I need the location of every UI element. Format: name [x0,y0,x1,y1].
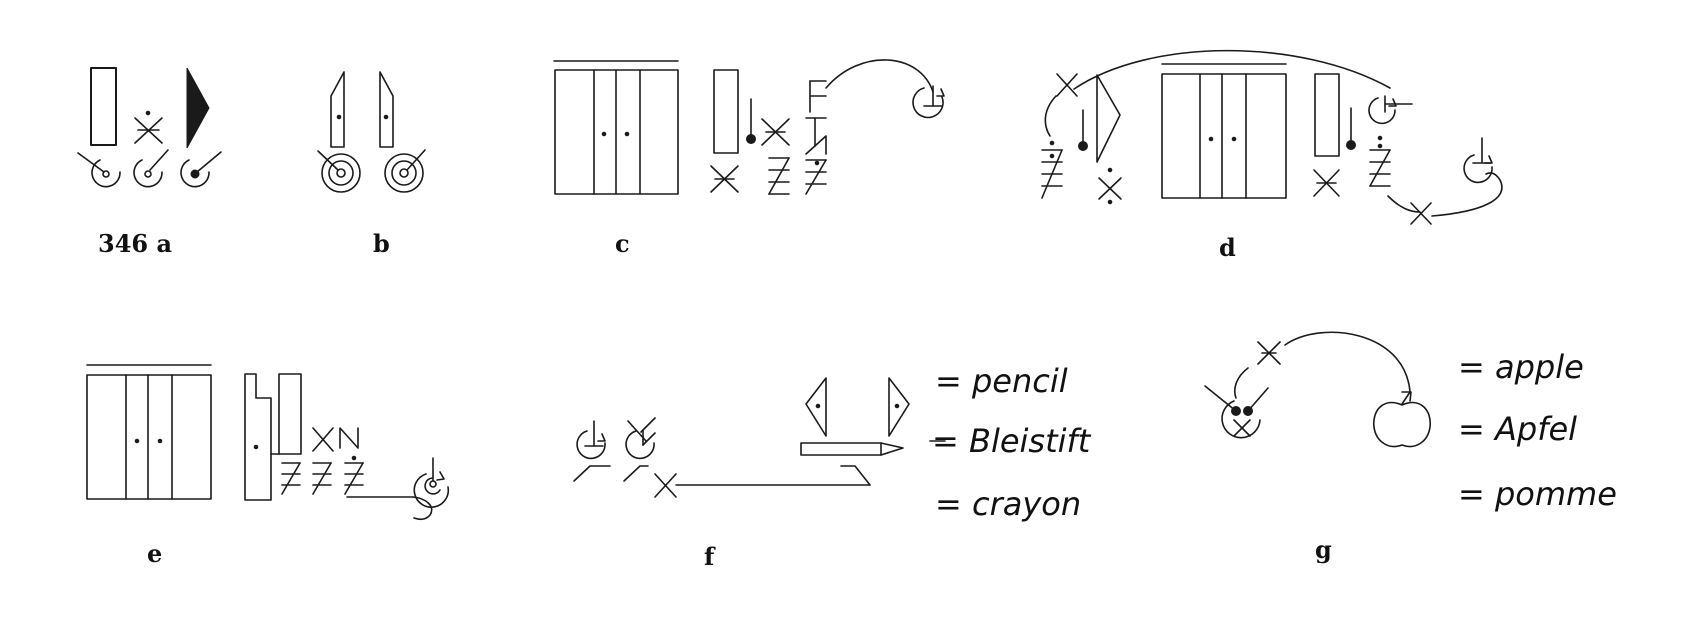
movement-circle-icon [1204,385,1269,439]
stroke-sign-icon [344,455,364,495]
movement-circle-icon [1463,137,1493,184]
pencil-icon [800,442,904,456]
cross-icon [1056,73,1078,97]
movement-circle-icon [912,85,945,119]
door-icon [86,374,212,500]
panel-e: e [86,364,450,568]
asterisk-cross-icon [710,165,739,193]
hatched-pin-icon [90,67,117,146]
panel-a: 346 a [77,67,222,258]
panel-c: c [553,59,945,258]
hatched-pin-icon [278,373,302,455]
stroke-sign-icon [1041,140,1063,199]
cross-icon [312,427,334,452]
path-arc [1073,49,1391,90]
path-arc [825,59,934,93]
word-apple: = apple [1458,348,1584,386]
panel-label-e: e [147,539,162,568]
movement-circle-icon [1368,95,1413,125]
word-apfel: = Apfel [1458,410,1577,448]
panel-label-a: 346 a [98,229,172,258]
pin-outline-icon [330,71,345,148]
stroke-sign-icon [805,80,827,195]
movement-circle-icon [133,149,169,188]
triangle-pin-icon [888,377,910,437]
panel-b: b [317,71,426,258]
panel-d: d [1041,49,1503,262]
movement-circle-icon [77,152,121,188]
panel-label-b: b [373,229,390,258]
stroke-sign-icon [768,157,790,195]
cross-icon [654,473,677,498]
word-pomme: = pomme [1458,475,1617,513]
hatched-pin-icon [713,69,739,154]
asterisk-cross-icon [134,110,163,144]
word-bleistift: = Bleistift [932,422,1092,460]
pin-outline-icon [379,71,394,148]
panel-label-c: c [615,229,630,258]
panel-f: = pencil = Bleistift = crayon f [573,362,1092,571]
panel-g: = apple = Apfel = pomme g [1204,331,1617,564]
path-arc [1284,331,1411,393]
asterisk-cross-icon [1257,341,1281,365]
double-circle-icon [317,150,361,193]
apple-icon [1373,391,1431,448]
stroke-sign-icon [312,462,332,495]
asterisk-cross-icon [761,118,790,146]
stroke-sign-icon [281,462,301,495]
word-pencil: = pencil [935,362,1068,400]
door-icon [1161,73,1287,199]
movement-circle-icon [180,151,222,188]
stroke-sign-icon [1369,135,1391,187]
cross-icon [1410,202,1432,225]
asterisk-cross-icon [1313,169,1340,197]
hatched-wedge-icon [1096,74,1121,163]
panel-label-g: g [1315,535,1332,564]
movement-circle-icon [625,417,656,460]
movement-circle-icon [576,420,606,460]
hatched-pin-icon [1314,73,1340,157]
panel-label-f: f [704,542,716,571]
triangle-pin-icon [805,377,827,437]
word-crayon: = crayon [935,485,1081,523]
black-wedge-icon [186,67,210,149]
panel-label-d: d [1219,233,1236,262]
double-circle-icon [413,457,450,508]
pin-outline-icon [244,373,272,501]
double-circle-icon [384,149,426,193]
asterisk-cross-icon [1098,167,1122,205]
